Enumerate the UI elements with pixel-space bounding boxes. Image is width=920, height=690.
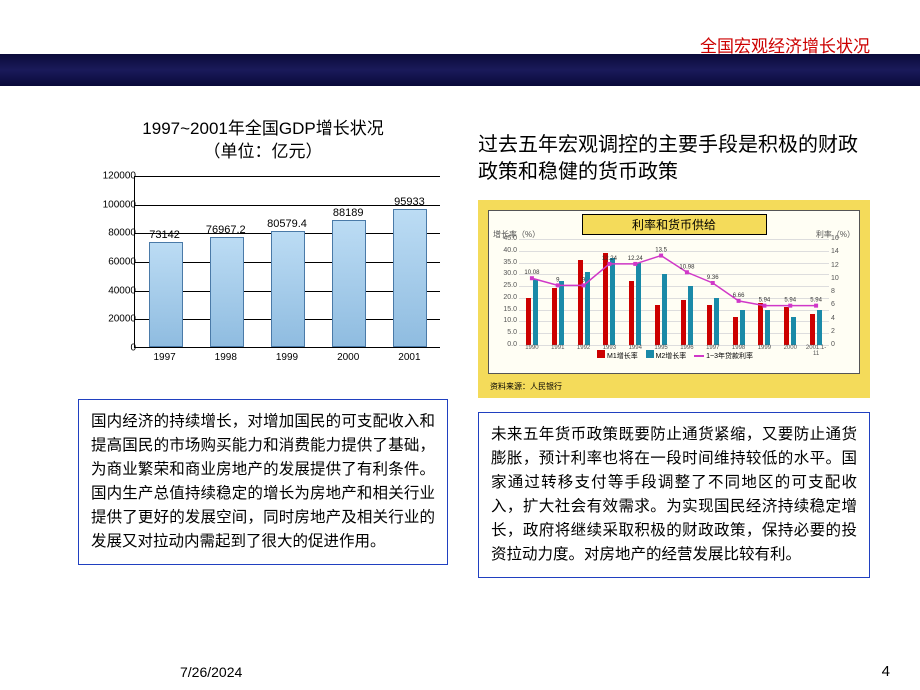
- bar-value-label: 80579.4: [257, 218, 317, 230]
- y-tick-label: 80000: [108, 228, 136, 239]
- mini-y-right-tick: 12: [829, 262, 839, 269]
- mini-legend: M1增长率 M2增长率 1~3年贷款利率: [489, 350, 859, 361]
- mini-y-right-tick: 6: [829, 301, 835, 308]
- x-tick-label: 2000: [328, 352, 368, 363]
- y-tick-label: 100000: [103, 199, 136, 210]
- mini-y-left-tick: 45.0: [503, 235, 519, 242]
- bar: [332, 220, 366, 346]
- svg-text:10.98: 10.98: [679, 264, 695, 270]
- y-tick-label: 120000: [103, 170, 136, 181]
- left-column: 1997~2001年全国GDP增长状况 （单位：亿元） 020000400006…: [78, 118, 448, 565]
- mini-y-left-tick: 0.0: [507, 341, 519, 348]
- mini-y-right-tick: 8: [829, 288, 835, 295]
- mini-y-right-tick: 2: [829, 328, 835, 335]
- mini-y-left-tick: 25.0: [503, 282, 519, 289]
- svg-text:9: 9: [582, 277, 586, 283]
- mini-chart-inner: 利率和货币供给 增长率（%） 利率（%） 0.05.010.015.020.02…: [488, 210, 860, 374]
- bar: [393, 209, 427, 347]
- mini-chart-title: 利率和货币供给: [582, 214, 767, 235]
- svg-text:10.08: 10.08: [524, 270, 540, 276]
- y-tick-label: 60000: [108, 256, 136, 267]
- svg-text:9: 9: [556, 277, 560, 283]
- svg-text:5.94: 5.94: [810, 298, 822, 304]
- legend-swatch-m2: [646, 350, 654, 358]
- svg-text:9.36: 9.36: [707, 275, 719, 281]
- mini-y-right-tick: 10: [829, 275, 839, 282]
- legend-line: 1~3年贷款利率: [706, 353, 753, 360]
- mini-y-left-tick: 5.0: [507, 329, 519, 336]
- mini-y-left-tick: 20.0: [503, 294, 519, 301]
- right-paragraph: 未来五年货币政策既要防止通货紧缩，又要防止通货膨胀，预计利率也将在一段时间维持较…: [478, 412, 870, 578]
- mini-chart: 利率和货币供给 增长率（%） 利率（%） 0.05.010.015.020.02…: [478, 200, 870, 398]
- mini-y-right-tick: 14: [829, 248, 839, 255]
- mini-y-right-tick: 4: [829, 315, 835, 322]
- page-title: 全国宏观经济增长状况: [700, 32, 870, 57]
- bar-value-label: 88189: [318, 207, 378, 219]
- y-tick-label: 40000: [108, 285, 136, 296]
- legend-m1: M1增长率: [607, 353, 638, 360]
- x-tick-label: 2001: [389, 352, 429, 363]
- right-title: 过去五年宏观调控的主要手段是积极的财政政策和稳健的货币政策: [478, 132, 870, 186]
- mini-y-left-tick: 40.0: [503, 247, 519, 254]
- x-tick-label: 1998: [206, 352, 246, 363]
- legend-m2: M2增长率: [656, 353, 687, 360]
- svg-text:5.94: 5.94: [784, 298, 796, 304]
- bar-value-label: 76967.2: [196, 224, 256, 236]
- bar-chart: 020000400006000080000100000120000 199719…: [78, 170, 448, 385]
- chart-title-line2: （单位：亿元）: [204, 142, 323, 161]
- bar-value-label: 73142: [135, 229, 195, 241]
- mini-y-right-tick: 0: [829, 341, 835, 348]
- legend-swatch-line: [694, 355, 704, 357]
- svg-text:13.5: 13.5: [655, 248, 667, 254]
- x-tick-label: 1999: [267, 352, 307, 363]
- mini-line-svg: 10.08 9 9 12.24 12.24 13.5 10.98 9.36 6.66 5.94 5.…: [519, 239, 829, 345]
- bar: [149, 242, 183, 347]
- bar-chart-title: 1997~2001年全国GDP增长状况 （单位：亿元）: [78, 118, 448, 164]
- mini-y-left-tick: 15.0: [503, 306, 519, 313]
- mini-chart-source: 资料来源：人民银行: [490, 381, 562, 392]
- footer-page-number: 4: [882, 663, 890, 680]
- mini-y-left-tick: 10.0: [503, 317, 519, 324]
- svg-text:12.24: 12.24: [628, 256, 644, 262]
- mini-y-left-tick: 30.0: [503, 270, 519, 277]
- chart-title-line1: 1997~2001年全国GDP增长状况: [142, 119, 383, 138]
- svg-text:5.94: 5.94: [759, 298, 771, 304]
- footer-date: 7/26/2024: [180, 664, 242, 680]
- mini-y-right-tick: 16: [829, 235, 839, 242]
- mini-plot-area: 0.05.010.015.020.025.030.035.040.045.002…: [519, 239, 829, 345]
- mini-y-left-tick: 35.0: [503, 259, 519, 266]
- bar: [271, 231, 305, 346]
- legend-swatch-m1: [597, 350, 605, 358]
- bar-value-label: 95933: [379, 196, 439, 208]
- right-column: 过去五年宏观调控的主要手段是积极的财政政策和稳健的货币政策 利率和货币供给 增长…: [478, 132, 870, 578]
- bar: [210, 237, 244, 347]
- x-tick-label: 1997: [145, 352, 185, 363]
- left-paragraph: 国内经济的持续增长，对增加国民的可支配收入和提高国民的市场购买能力和消费能力提供…: [78, 399, 448, 565]
- y-tick-label: 20000: [108, 314, 136, 325]
- svg-text:6.66: 6.66: [733, 293, 745, 299]
- svg-text:12.24: 12.24: [602, 256, 618, 262]
- header-band: [0, 54, 920, 86]
- gridline: [135, 176, 440, 177]
